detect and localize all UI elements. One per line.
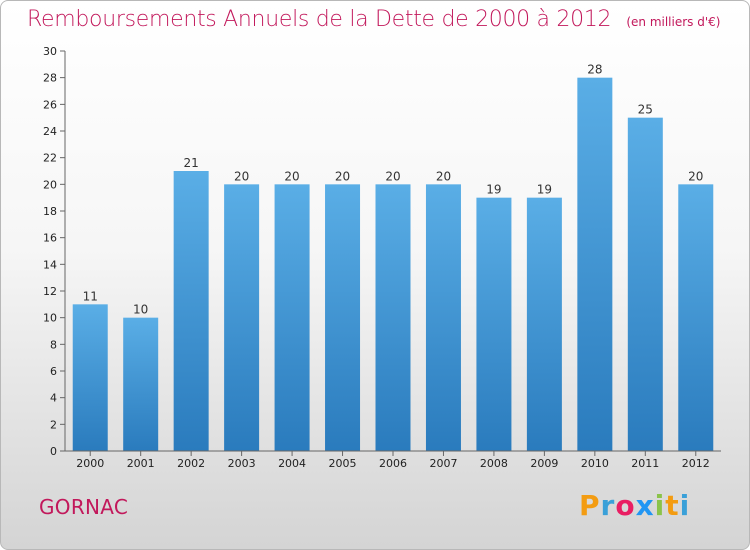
brand-logo: Proxiti — [579, 489, 690, 522]
bar — [325, 184, 361, 452]
chart-title-block: Remboursements Annuels de la Dette de 20… — [27, 7, 720, 32]
data-label: 21 — [184, 156, 199, 170]
x-tick-label: 2006 — [379, 457, 407, 470]
x-tick-label: 2001 — [127, 457, 155, 470]
y-tick-label: 6 — [50, 365, 57, 378]
y-tick-label: 0 — [50, 445, 57, 458]
y-tick-label: 16 — [43, 232, 57, 245]
brand-letter: x — [635, 489, 655, 522]
labels-group: 2000 11 2001 10 2002 21 2003 20 2004 20 2005 20 2006… — [76, 63, 710, 470]
bar — [72, 304, 108, 451]
brand-letter: i — [654, 489, 666, 522]
x-tick-label: 2012 — [682, 457, 710, 470]
brand-letter: t — [665, 489, 680, 522]
bar — [274, 184, 310, 452]
bar — [425, 184, 461, 452]
x-tick-label: 2000 — [76, 457, 104, 470]
bar — [123, 317, 159, 451]
y-tick-label: 2 — [50, 418, 57, 431]
x-tick-label: 2008 — [480, 457, 508, 470]
x-tick-label: 2009 — [530, 457, 558, 470]
y-tick-label: 4 — [50, 392, 57, 405]
data-label: 20 — [688, 169, 703, 183]
data-label: 28 — [587, 63, 602, 77]
y-tick-label: 8 — [50, 338, 57, 351]
bar — [476, 197, 512, 451]
y-tick-label: 18 — [43, 205, 57, 218]
y-tick-label: 24 — [43, 125, 57, 138]
x-tick-label: 2005 — [329, 457, 357, 470]
bar — [375, 184, 411, 452]
bar — [577, 77, 613, 452]
bar — [627, 117, 663, 452]
place-name: GORNAC — [39, 495, 129, 519]
data-label: 19 — [486, 183, 501, 197]
chart-subtitle: (en milliers d'€) — [626, 15, 721, 29]
brand-letter: i — [679, 489, 691, 522]
x-tick-label: 2002 — [177, 457, 205, 470]
y-tick-label: 20 — [43, 178, 57, 191]
brand-letter: r — [600, 489, 616, 522]
bar — [173, 171, 209, 451]
brand-letter: o — [615, 489, 636, 522]
bars-group — [72, 77, 714, 452]
x-tick-label: 2007 — [429, 457, 457, 470]
chart-title: Remboursements Annuels de la Dette de 20… — [27, 7, 612, 32]
y-tick-label: 12 — [43, 285, 57, 298]
brand-letter: P — [579, 489, 601, 522]
y-tick-label: 14 — [43, 258, 57, 271]
data-label: 19 — [537, 183, 552, 197]
bar — [526, 197, 562, 451]
x-tick-label: 2010 — [581, 457, 609, 470]
data-label: 20 — [436, 169, 451, 183]
bar — [678, 184, 714, 452]
y-tick-label: 10 — [43, 312, 57, 325]
data-label: 25 — [638, 103, 653, 117]
y-tick-label: 22 — [43, 152, 57, 165]
x-tick-label: 2011 — [631, 457, 659, 470]
y-tick-label: 26 — [43, 98, 57, 111]
y-tick-label: 30 — [43, 45, 57, 58]
data-label: 11 — [83, 289, 98, 303]
y-tick-label: 28 — [43, 72, 57, 85]
data-label: 20 — [335, 169, 350, 183]
data-label: 10 — [133, 303, 148, 317]
data-label: 20 — [284, 169, 299, 183]
data-label: 20 — [385, 169, 400, 183]
x-tick-label: 2004 — [278, 457, 306, 470]
x-tick-label: 2003 — [228, 457, 256, 470]
bar — [224, 184, 260, 452]
data-label: 20 — [234, 169, 249, 183]
